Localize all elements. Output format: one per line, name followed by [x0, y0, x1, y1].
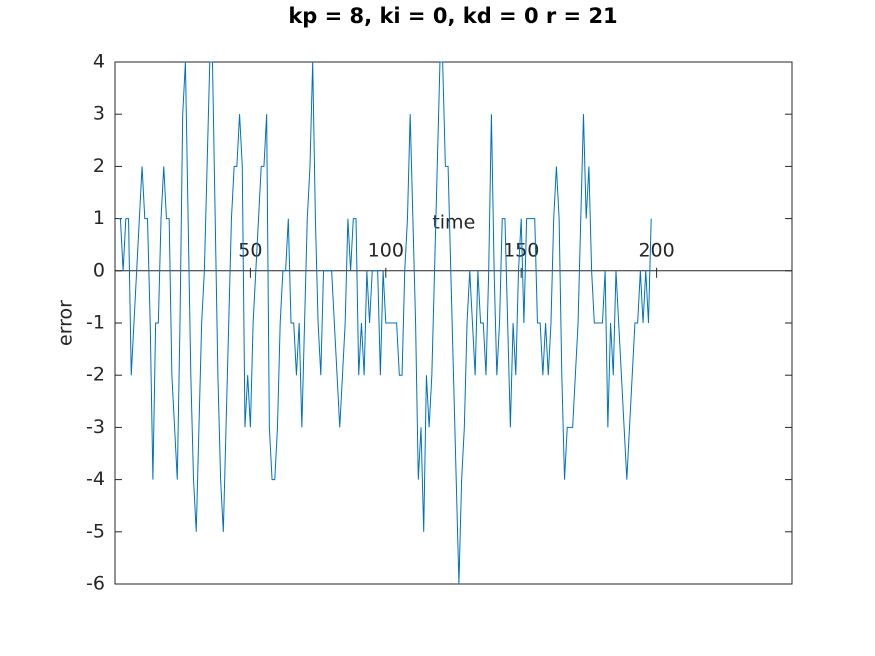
y-tick-label: -5 — [86, 520, 105, 542]
y-tick-label: 2 — [93, 155, 105, 177]
y-tick-label: 3 — [93, 103, 105, 125]
data-line — [117, 61, 652, 585]
y-tick-label: 1 — [93, 207, 105, 229]
x-tick-label: 50 — [238, 239, 262, 261]
x-tick-label: 150 — [503, 239, 539, 261]
y-tick-label: 4 — [93, 51, 105, 73]
x-axis-label: time — [432, 211, 475, 233]
y-tick-label: -2 — [86, 364, 105, 386]
y-axis-label: error — [55, 300, 77, 346]
chart-title: kp = 8, ki = 0, kd = 0 r = 21 — [288, 4, 617, 28]
y-tick-label: -1 — [86, 312, 105, 334]
y-tick-label: -4 — [86, 468, 105, 490]
y-tick-label: -6 — [86, 573, 105, 595]
x-tick-label: 200 — [638, 239, 674, 261]
y-tick-label: -3 — [86, 416, 105, 438]
x-tick-label: 100 — [368, 239, 404, 261]
y-tick-label: 0 — [93, 259, 105, 281]
